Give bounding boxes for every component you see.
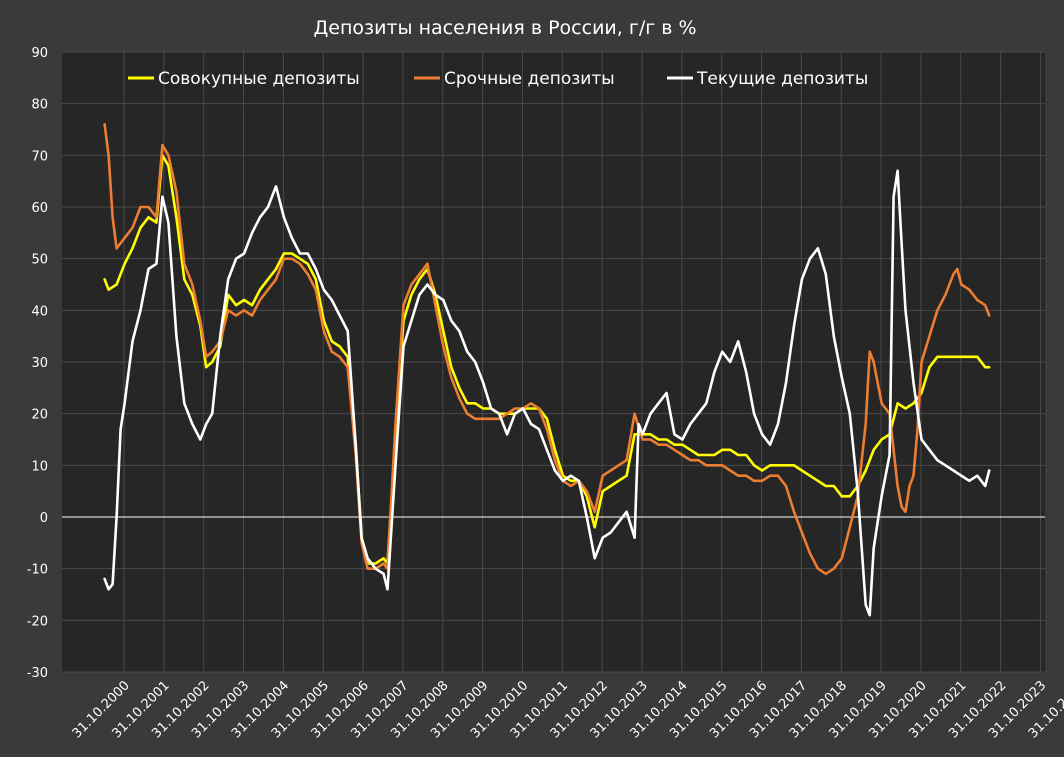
y-tick-label: 50 [31,253,48,268]
y-tick-labels: 90 80 70 60 50 40 30 20 10 0 -10 -20 -30 [27,46,48,681]
series-line-2 [103,123,991,576]
y-tick-label: 30 [31,356,48,371]
y-tick-label: 80 [31,98,48,113]
legend: Совокупные депозиты Срочные депозиты Текущ… [128,69,868,89]
y-tick-label: 40 [31,304,48,319]
series-lines [103,123,991,617]
y-tick-label: -20 [27,614,48,629]
legend-label: Совокупные депозиты [158,69,360,89]
series-line-3 [103,169,991,617]
y-tick-label: 60 [31,201,48,216]
y-tick-label: 10 [31,459,48,474]
y-tick-label: 70 [31,149,48,164]
y-tick-label: 90 [31,46,48,61]
legend-label: Срочные депозиты [444,69,615,89]
y-tick-label: 20 [31,408,48,423]
chart-title: Депозиты населения в России, г/г в % [313,17,696,39]
y-tick-label: 0 [40,511,48,526]
y-tick-label: -30 [27,666,48,681]
y-tick-label: -10 [27,563,48,578]
legend-label: Текущие депозиты [696,69,868,89]
